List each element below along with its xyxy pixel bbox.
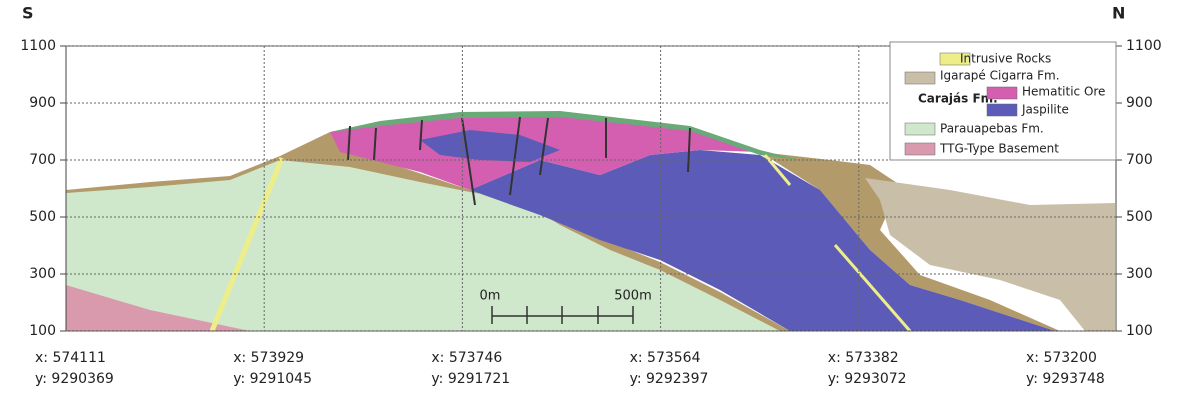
y-tick-label-right: 300 [1126, 266, 1153, 282]
y-tick-label-left: 300 [29, 266, 56, 282]
legend-label: Jaspilite [1021, 103, 1069, 117]
legend-label: Intrusive Rocks [960, 52, 1051, 66]
y-tick-label-right: 500 [1126, 209, 1153, 225]
coordinate-x: x: 573746 [431, 350, 502, 366]
coordinate-y: y: 9290369 [35, 371, 114, 387]
coordinate-y: y: 9291721 [431, 371, 510, 387]
y-tick-label-right: 1100 [1126, 38, 1162, 54]
legend-swatch [905, 72, 935, 84]
coordinate-y: y: 9292397 [630, 371, 709, 387]
y-tick-label-left: 500 [29, 209, 56, 225]
y-tick-label-right: 100 [1126, 323, 1153, 339]
coordinate-x: x: 573564 [630, 350, 701, 366]
orientation-right: N [1112, 4, 1125, 23]
y-tick-label-left: 1100 [20, 38, 56, 54]
coordinate-y: y: 9291045 [233, 371, 312, 387]
coordinate-x: x: 574111 [35, 350, 106, 366]
cross-section: S N 0m 500m Carajás Fm. Intrusive Rocks I… [0, 0, 1177, 402]
coordinate-y: y: 9293748 [1026, 371, 1105, 387]
coordinate-x: x: 573382 [828, 350, 899, 366]
legend-swatch [905, 123, 935, 135]
legend-label: Parauapebas Fm. [940, 122, 1044, 136]
legend-group-label: Carajás Fm. [918, 92, 998, 106]
scale-start: 0m [480, 289, 501, 304]
legend-swatch [987, 104, 1017, 116]
coordinate-x: x: 573200 [1026, 350, 1097, 366]
y-tick-label-right: 900 [1126, 95, 1153, 111]
y-tick-label-left: 100 [29, 323, 56, 339]
legend-swatch [905, 143, 935, 155]
y-tick-label-right: 700 [1126, 152, 1153, 168]
legend-label: Hematitic Ore [1022, 85, 1105, 99]
legend: Carajás Fm. Intrusive Rocks Igarapé Cigar… [890, 42, 1116, 160]
y-tick-label-left: 900 [29, 95, 56, 111]
y-tick-label-left: 700 [29, 152, 56, 168]
legend-swatch [987, 87, 1017, 99]
coordinate-x: x: 573929 [233, 350, 304, 366]
legend-label: Igarapé Cigarra Fm. [940, 69, 1060, 83]
legend-label: TTG-Type Basement [939, 142, 1059, 156]
scale-end: 500m [614, 289, 651, 304]
coordinate-y: y: 9293072 [828, 371, 907, 387]
orientation-left: S [22, 4, 34, 23]
